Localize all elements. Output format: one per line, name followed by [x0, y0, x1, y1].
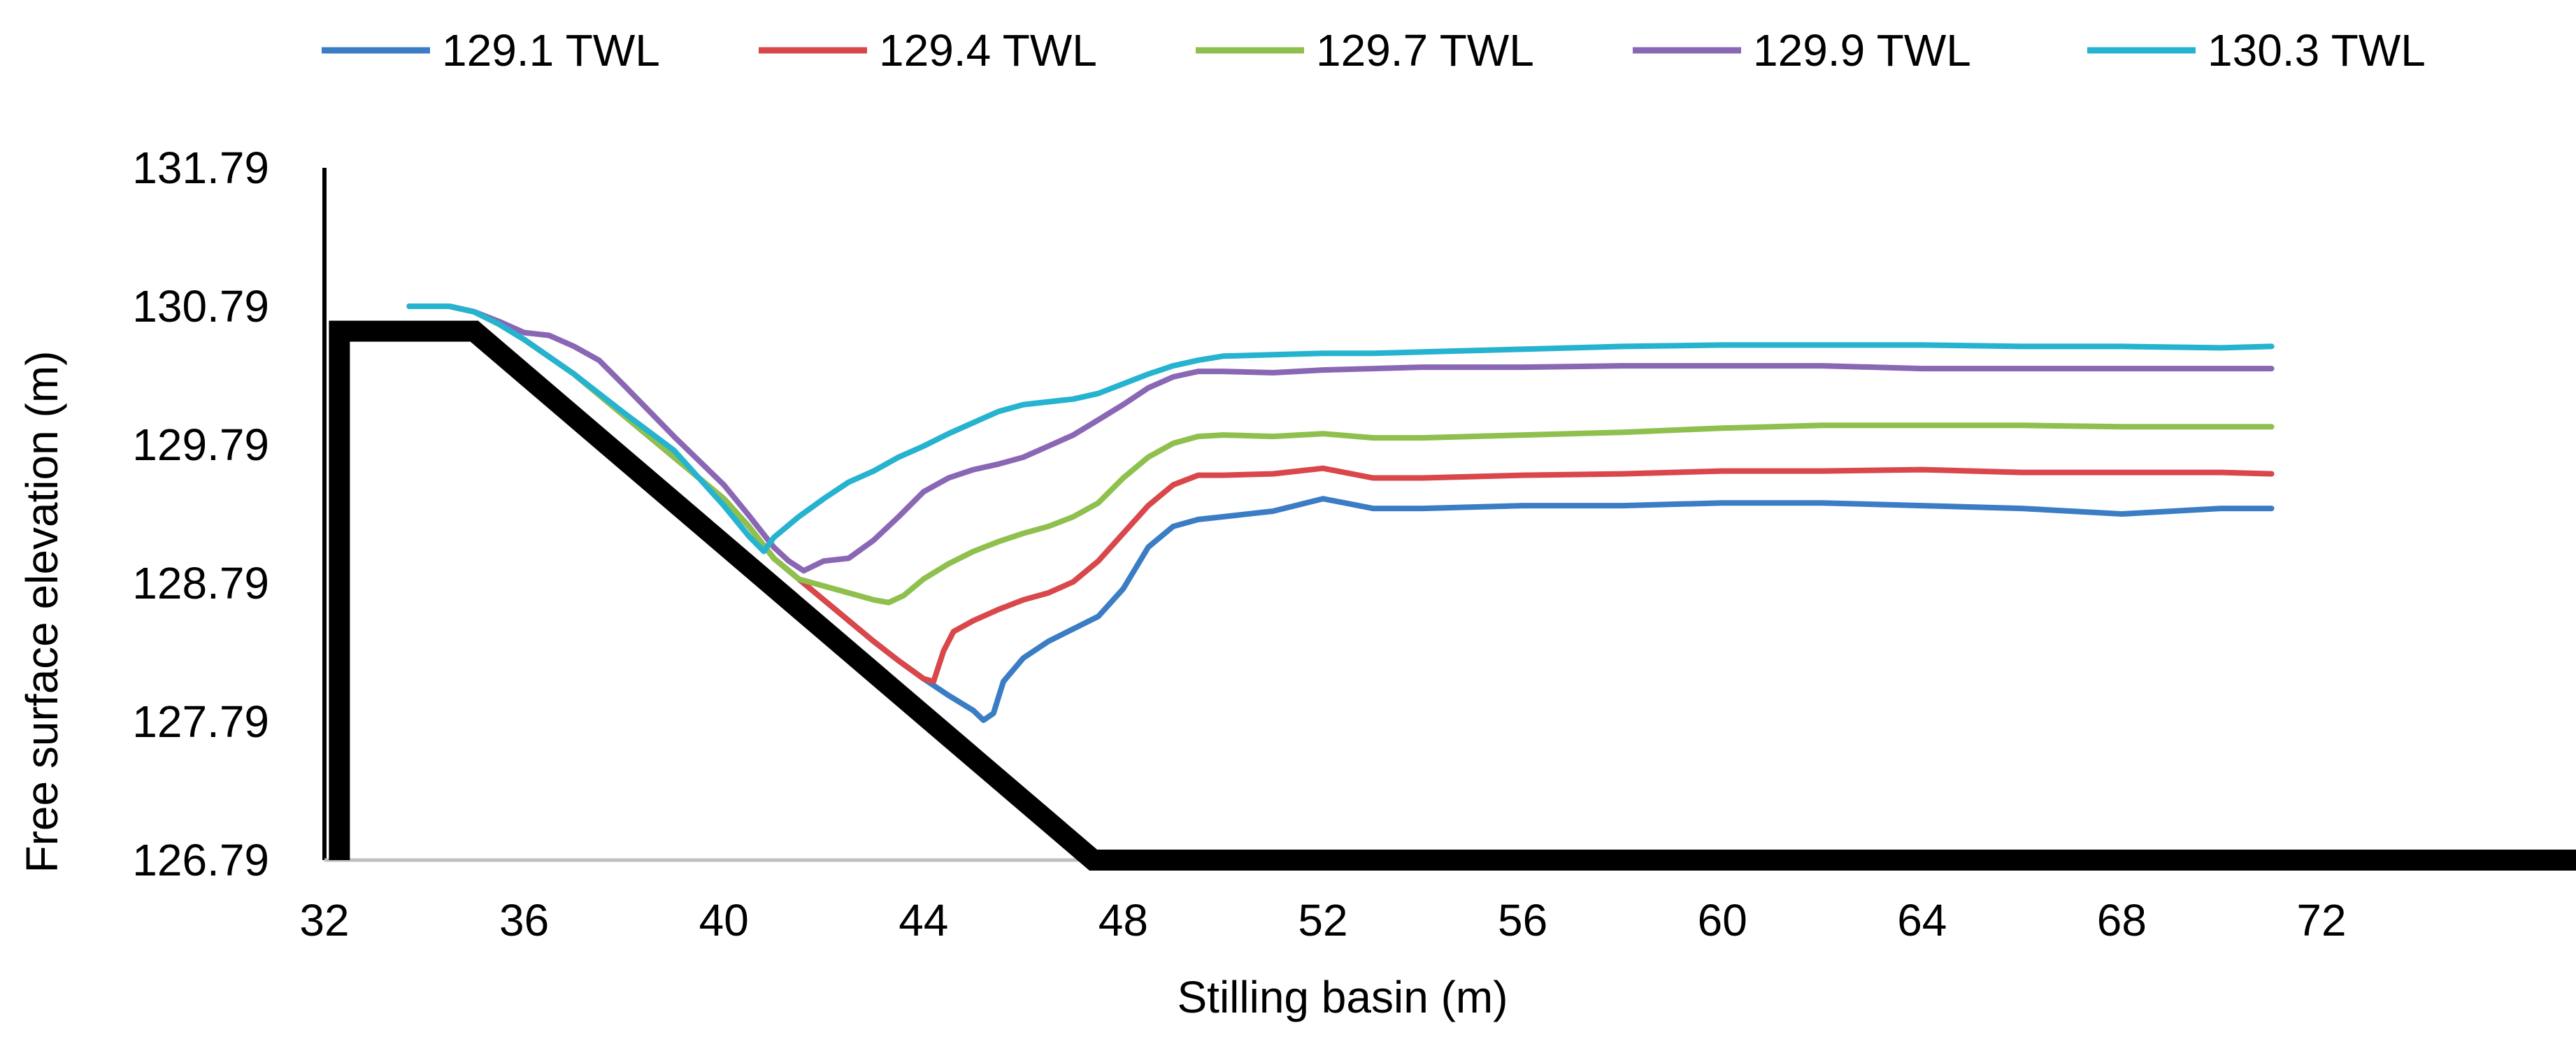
x-tick-label: 36 — [499, 895, 549, 945]
x-tick-label: 40 — [699, 895, 749, 945]
x-axis-title: Stilling basin (m) — [1177, 972, 1508, 1022]
legend-label-129-7-twl: 129.7 TWL — [1316, 25, 1534, 76]
y-axis-title: Free surface elevation (m) — [17, 351, 67, 873]
legend-label-129-9-twl: 129.9 TWL — [1753, 25, 1971, 76]
y-tick-label: 131.79 — [132, 143, 269, 193]
series-lines — [406, 303, 2275, 723]
x-tick-label: 56 — [1498, 895, 1547, 945]
x-tick-label: 64 — [1897, 895, 1947, 945]
axes: 126.79 127.79 128.79 129.79 130.79 131.79 32 36… — [132, 143, 2370, 945]
legend-label-129-1-twl: 129.1 TWL — [442, 25, 660, 76]
x-tick-label: 60 — [1698, 895, 1747, 945]
y-tick-label: 127.79 — [132, 696, 269, 747]
series-line-130-3-twl — [406, 303, 2275, 555]
x-tick-label: 72 — [2296, 895, 2346, 945]
x-tick-label: 32 — [299, 895, 349, 945]
y-tick-label: 126.79 — [132, 835, 269, 885]
y-tick-label: 128.79 — [132, 558, 269, 608]
spillway-structure — [329, 320, 2576, 871]
x-tick-label: 68 — [2097, 895, 2147, 945]
series-line-129-4-twl — [406, 303, 2275, 685]
y-tick-label: 130.79 — [132, 281, 269, 331]
x-tick-label: 44 — [899, 895, 948, 945]
legend-label-129-4-twl: 129.4 TWL — [879, 25, 1097, 76]
series-line-129-7-twl — [406, 303, 2275, 606]
spillway-and-basin-floor — [329, 320, 2576, 871]
legend-label-130-3-twl: 130.3 TWL — [2208, 25, 2426, 76]
series-line-129-9-twl — [406, 303, 2275, 574]
y-tick-label: 129.79 — [132, 420, 269, 470]
legend: 129.1 TWL 129.4 TWL 129.7 TWL 129.9 TWL 130.… — [322, 25, 2426, 76]
x-tick-label: 52 — [1298, 895, 1347, 945]
x-tick-label: 48 — [1099, 895, 1148, 945]
